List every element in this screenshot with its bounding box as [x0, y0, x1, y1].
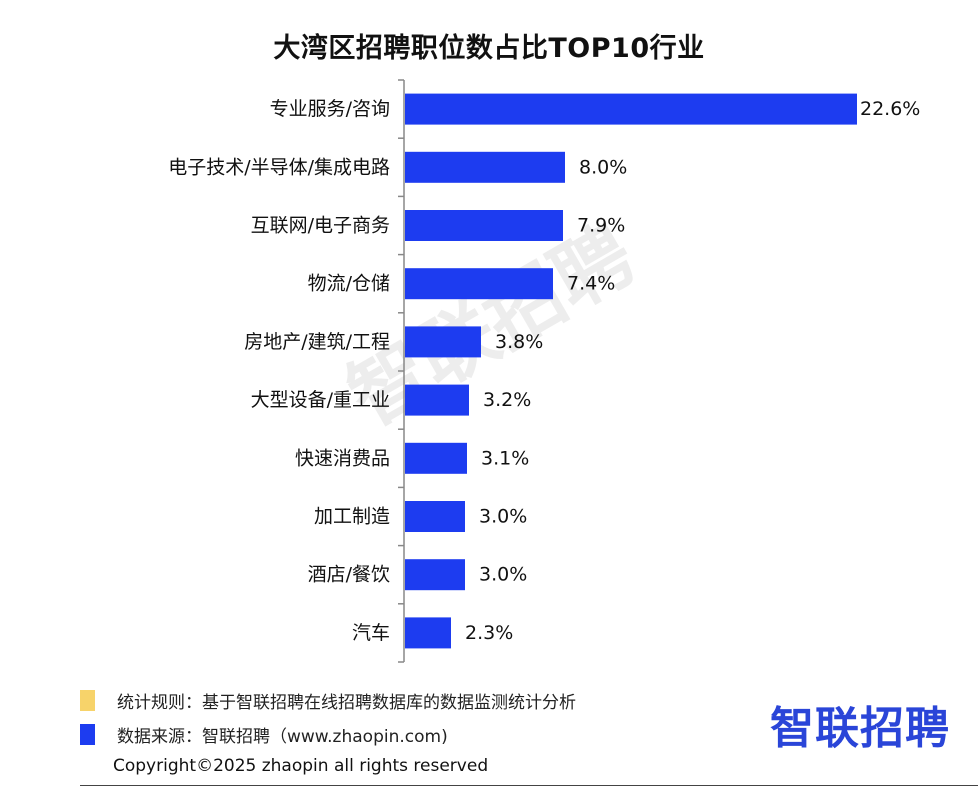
bar	[405, 326, 481, 358]
source-note-text: 数据来源：智联招聘（www.zhaopin.com)	[117, 726, 448, 747]
bar	[405, 384, 469, 416]
category-tick-label: 专业服务/咨询	[270, 98, 390, 120]
bar	[405, 93, 857, 125]
bar	[405, 501, 465, 532]
data-label: 2.3%	[465, 622, 513, 644]
zhaopin-logo: 智联招聘	[770, 703, 950, 754]
source-note: 数据来源：智联招聘（www.zhaopin.com)	[80, 722, 448, 747]
category-tick-label: 酒店/餐饮	[308, 564, 390, 586]
rule-note-text: 统计规则：基于智联招聘在线招聘数据库的数据监测统计分析	[117, 692, 576, 713]
source-note-swatch	[80, 723, 95, 745]
bar	[405, 151, 565, 183]
rule-note: 统计规则：基于智联招聘在线招聘数据库的数据监测统计分析	[80, 688, 576, 713]
data-label: 3.0%	[479, 506, 527, 528]
copyright: Copyright©2025 zhaopin all rights reserv…	[113, 756, 489, 776]
bar	[405, 268, 553, 300]
bar	[405, 559, 465, 591]
category-tick-label: 电子技术/半导体/集成电路	[168, 156, 390, 178]
data-label: 8.0%	[579, 156, 627, 178]
chart-title: 大湾区招聘职位数占比TOP10行业	[273, 33, 705, 64]
footer-divider	[80, 785, 978, 786]
category-tick-label: 大型设备/重工业	[251, 389, 390, 411]
bar	[405, 210, 563, 241]
data-label: 22.6%	[860, 98, 920, 120]
category-tick-label: 汽车	[352, 622, 390, 644]
category-tick-label: 房地产/建筑/工程	[244, 331, 390, 353]
bar	[405, 617, 451, 649]
bar	[405, 442, 467, 474]
data-label: 3.0%	[479, 564, 527, 586]
data-label: 7.9%	[577, 215, 625, 237]
category-tick-label: 互联网/电子商务	[251, 215, 390, 237]
data-label: 3.1%	[481, 447, 529, 469]
category-tick-label: 快速消费品	[295, 447, 390, 469]
data-label: 7.4%	[567, 273, 615, 295]
data-label: 3.8%	[495, 331, 543, 353]
category-tick-label: 加工制造	[314, 506, 390, 528]
category-tick-label: 物流/仓储	[308, 273, 390, 295]
rule-note-swatch	[80, 689, 95, 711]
data-label: 3.2%	[483, 389, 531, 411]
